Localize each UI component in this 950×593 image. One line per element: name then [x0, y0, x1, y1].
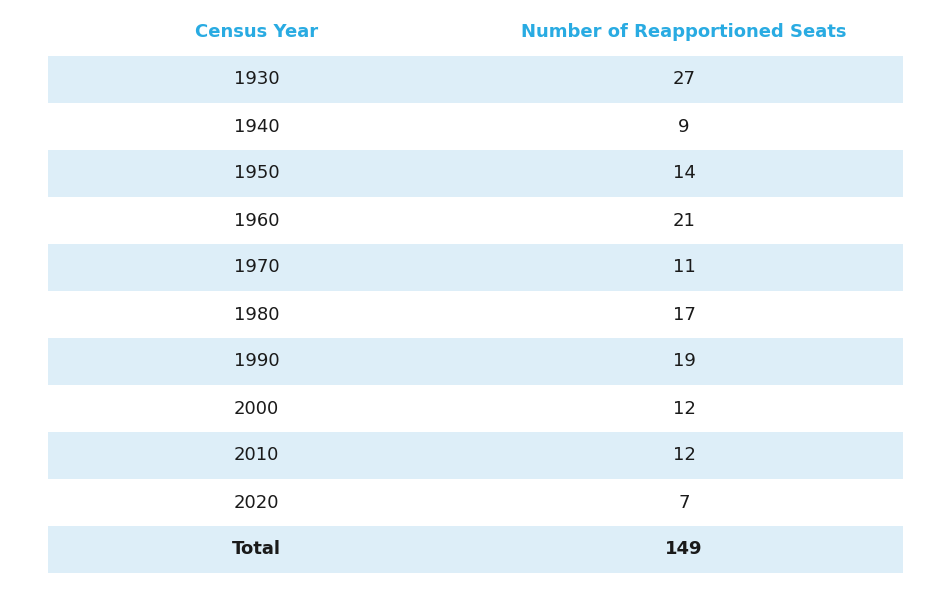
- Text: Census Year: Census Year: [195, 23, 318, 41]
- Text: 17: 17: [673, 305, 695, 324]
- Bar: [48, 526, 902, 573]
- Text: 1950: 1950: [234, 164, 279, 183]
- Text: 1970: 1970: [234, 259, 279, 276]
- Text: 1930: 1930: [234, 71, 279, 88]
- Text: 12: 12: [673, 400, 695, 417]
- Bar: [48, 56, 902, 103]
- Bar: [48, 244, 902, 291]
- Text: 1980: 1980: [234, 305, 279, 324]
- Text: 27: 27: [673, 71, 695, 88]
- Bar: [48, 197, 902, 244]
- Bar: [48, 479, 902, 526]
- Bar: [48, 385, 902, 432]
- Text: 19: 19: [673, 352, 695, 371]
- Text: 1990: 1990: [234, 352, 279, 371]
- Text: 149: 149: [665, 540, 703, 559]
- Bar: [48, 338, 902, 385]
- Text: 14: 14: [673, 164, 695, 183]
- Text: 9: 9: [678, 117, 690, 135]
- Bar: [48, 432, 902, 479]
- Text: Number of Reapportioned Seats: Number of Reapportioned Seats: [522, 23, 846, 41]
- Text: 21: 21: [673, 212, 695, 229]
- Text: 2020: 2020: [234, 493, 279, 512]
- Text: 1960: 1960: [234, 212, 279, 229]
- Text: 2010: 2010: [234, 447, 279, 464]
- Text: 2000: 2000: [234, 400, 279, 417]
- Bar: [48, 150, 902, 197]
- Text: 11: 11: [673, 259, 695, 276]
- Text: 7: 7: [678, 493, 690, 512]
- Text: 12: 12: [673, 447, 695, 464]
- Text: Total: Total: [232, 540, 281, 559]
- Text: 1940: 1940: [234, 117, 279, 135]
- Bar: [48, 291, 902, 338]
- Bar: [48, 103, 902, 150]
